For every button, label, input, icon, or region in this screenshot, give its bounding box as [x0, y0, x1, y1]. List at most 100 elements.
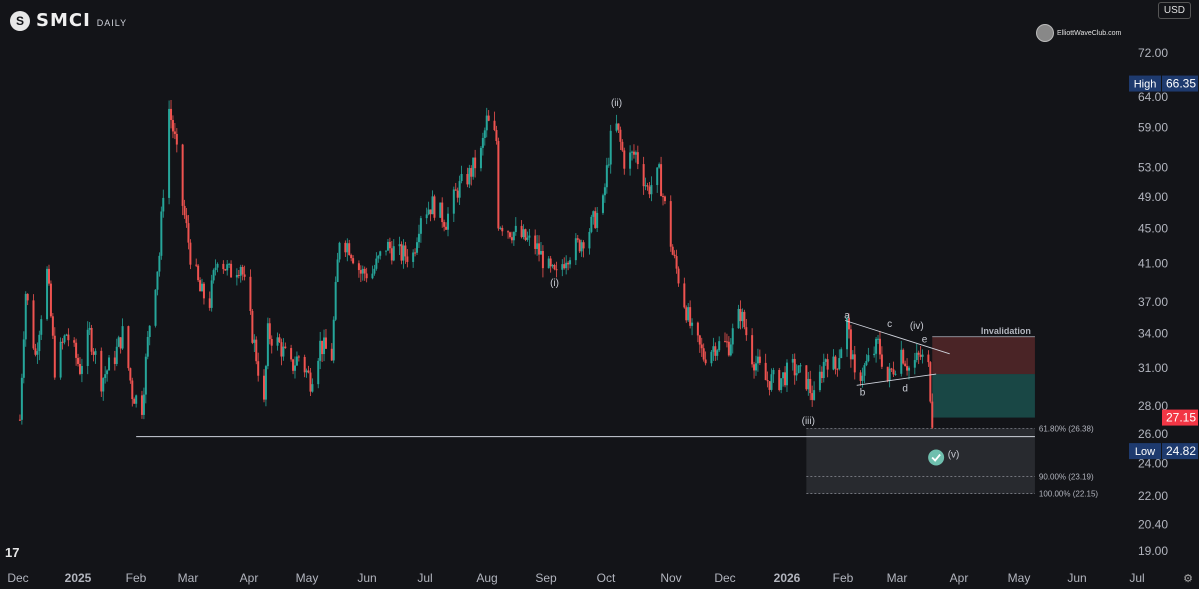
candle-body: [915, 352, 918, 361]
candle-body: [392, 246, 395, 261]
candle-body: [249, 276, 252, 311]
candle-body: [902, 349, 905, 364]
candle-body: [183, 205, 186, 216]
tradingview-logo[interactable]: 17: [5, 545, 20, 560]
price-badge-label-bg: [1129, 443, 1161, 460]
candle-body: [253, 339, 256, 343]
y-tick-label: 26.00: [1138, 427, 1168, 441]
candle-body: [621, 141, 624, 151]
candle-body: [894, 373, 897, 375]
candle-body: [197, 265, 200, 281]
candle-body: [853, 354, 856, 373]
candle-body: [497, 141, 500, 229]
candle-body: [877, 338, 880, 340]
y-tick-label: 31.00: [1138, 361, 1168, 375]
check-icon: [931, 453, 941, 462]
y-tick-label: 59.00: [1138, 120, 1168, 134]
price-badge-label: Low: [1135, 446, 1155, 458]
candle-body: [323, 337, 326, 355]
candle-body: [867, 355, 870, 361]
candle-body: [140, 395, 143, 415]
candle-body: [156, 271, 159, 290]
candle-body: [195, 264, 198, 266]
candle-body: [499, 227, 502, 229]
x-tick-label: Mar: [887, 571, 908, 585]
candle-body: [632, 151, 635, 155]
candle-body: [224, 269, 227, 271]
candle-body: [834, 356, 837, 369]
candle-body: [77, 357, 80, 364]
y-tick-label: 22.00: [1138, 489, 1168, 503]
candle-body: [813, 390, 816, 400]
candle-body: [88, 327, 91, 330]
candle-body: [704, 359, 707, 364]
candle-body: [793, 358, 796, 376]
candle-body: [61, 341, 64, 343]
candle-body: [131, 380, 134, 400]
y-tick-label: 53.00: [1138, 161, 1168, 175]
candle-body: [656, 167, 659, 186]
candle-body: [90, 327, 93, 352]
gear-icon[interactable]: ⚙: [1183, 573, 1193, 585]
candle-body: [609, 130, 612, 165]
candle-body: [727, 341, 730, 356]
candle-body: [202, 283, 205, 299]
candle-body: [379, 251, 382, 256]
candle-body: [373, 268, 376, 274]
candle-body: [561, 264, 564, 270]
candle-body: [458, 181, 461, 198]
triangle-line: [856, 373, 937, 386]
candle-body: [243, 274, 246, 277]
candle-body: [751, 335, 754, 365]
chart-header: S SMCI DAILY: [10, 10, 127, 31]
candle-body: [146, 336, 149, 357]
candle-body: [416, 242, 419, 253]
candle-body: [210, 280, 213, 308]
candle-body: [361, 268, 364, 274]
candle-body: [199, 280, 202, 292]
candle-body: [766, 380, 769, 382]
candle-body: [565, 262, 568, 269]
candle-body: [144, 356, 147, 395]
candle-body: [472, 157, 475, 177]
candle-body: [913, 360, 916, 368]
candle-body: [398, 244, 401, 247]
x-tick-label: Jul: [1129, 571, 1144, 585]
currency-button[interactable]: USD: [1157, 2, 1191, 19]
price-badge-bg: [1162, 409, 1198, 426]
candle-body: [73, 340, 76, 343]
candle-body: [547, 258, 550, 269]
candle-body: [615, 123, 618, 131]
candle-body: [113, 357, 116, 364]
candle-body: [629, 152, 632, 169]
candle-body: [906, 366, 909, 371]
candle-body: [890, 368, 893, 370]
candle-body: [171, 120, 174, 132]
candle-body: [324, 337, 327, 349]
candle-body: [716, 350, 719, 356]
candle-body: [642, 164, 645, 187]
candle-body: [663, 196, 666, 202]
candle-body: [741, 311, 744, 322]
candle-body: [836, 368, 839, 370]
candle-body: [278, 337, 281, 343]
candle-body: [780, 378, 783, 391]
candle-body: [619, 129, 622, 142]
candle-body: [336, 259, 339, 282]
candle-body: [59, 341, 62, 378]
candle-body: [187, 223, 190, 243]
check-marker: [928, 449, 945, 466]
candle-body: [578, 239, 581, 252]
candle-body: [536, 243, 539, 249]
candle-body: [22, 339, 25, 378]
candle-body: [162, 197, 165, 212]
candle-body: [770, 374, 773, 390]
candle-body: [495, 130, 498, 142]
candle-body: [106, 370, 109, 375]
candle-body: [768, 381, 771, 390]
candle-body: [230, 263, 233, 278]
candle-body: [671, 246, 674, 255]
x-tick-label: Feb: [833, 571, 854, 585]
wave-label: d: [902, 384, 908, 395]
